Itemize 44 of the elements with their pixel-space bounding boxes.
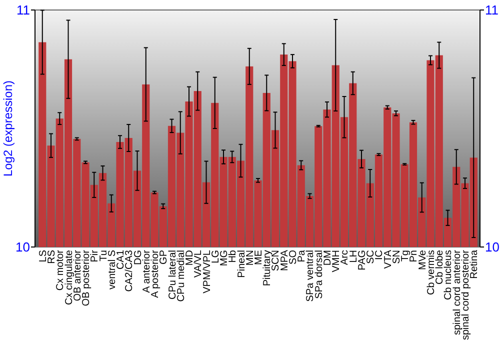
x-tick-label: IC bbox=[374, 250, 386, 260]
x-tick-label: Cx cingulate bbox=[64, 250, 75, 306]
y2-tick-label: 10 bbox=[485, 240, 500, 255]
x-tick-label: GP bbox=[158, 250, 170, 264]
x-tick-label: OB posterior bbox=[81, 249, 92, 306]
x-tick-label: CA2/CA3 bbox=[124, 250, 136, 292]
x-tick-label: SN bbox=[391, 250, 402, 264]
x-tick-label: spinal cord posterior bbox=[460, 249, 472, 340]
x-tick-label: VPM/VPL bbox=[202, 250, 213, 294]
x-tick-label: Cb vermis bbox=[426, 250, 437, 296]
x-tick-label: MVe bbox=[417, 250, 428, 270]
x-tick-label: A anterior bbox=[141, 249, 152, 293]
x-tick-label: SO bbox=[288, 250, 299, 264]
x-tick-label: Pir bbox=[90, 249, 101, 262]
x-tick-label: Pituitary bbox=[262, 250, 274, 286]
x-tick-label: Arc bbox=[340, 250, 351, 265]
x-tick-label: A posterior bbox=[150, 249, 162, 298]
x-tick-label: DM bbox=[322, 250, 334, 266]
x-tick-label: MN bbox=[244, 250, 256, 266]
x-tick-label: spinal cord anterior bbox=[452, 249, 463, 336]
x-tick-label: CPu medial bbox=[176, 250, 187, 302]
x-tick-label: Hb bbox=[228, 250, 239, 263]
x-tick-label: ME bbox=[254, 250, 264, 265]
x-tick-label: RS bbox=[46, 250, 58, 264]
x-tick-label: SCN bbox=[270, 250, 282, 272]
x-tick-label: Tu bbox=[98, 250, 110, 262]
x-tick-label: MPA bbox=[279, 250, 290, 271]
y-axis-title: Log2 (expression) bbox=[1, 80, 15, 177]
x-tick-label: Tg bbox=[400, 250, 412, 262]
x-tick-label: ventral S bbox=[106, 250, 118, 290]
x-tick-label: MG bbox=[219, 250, 230, 266]
y2-tick-label: 11 bbox=[485, 2, 498, 18]
x-tick-label: SPa dorsal bbox=[314, 250, 325, 299]
x-tick-label: Cb nucleus bbox=[443, 250, 454, 300]
x-tick-label: PAG bbox=[356, 250, 368, 270]
x-tick-label: LH bbox=[348, 250, 360, 263]
x-tick-label: DG bbox=[132, 250, 144, 265]
x-tick-label: Pn bbox=[408, 250, 420, 262]
x-tick-label: Pineal bbox=[236, 250, 248, 278]
x-tick-label: LG bbox=[210, 250, 222, 264]
x-tick-label: OB anterior bbox=[72, 249, 84, 302]
x-tick-label: Retina bbox=[469, 250, 480, 279]
x-tick-label: VTA bbox=[382, 250, 394, 269]
x-tick-label: LS bbox=[38, 250, 49, 262]
